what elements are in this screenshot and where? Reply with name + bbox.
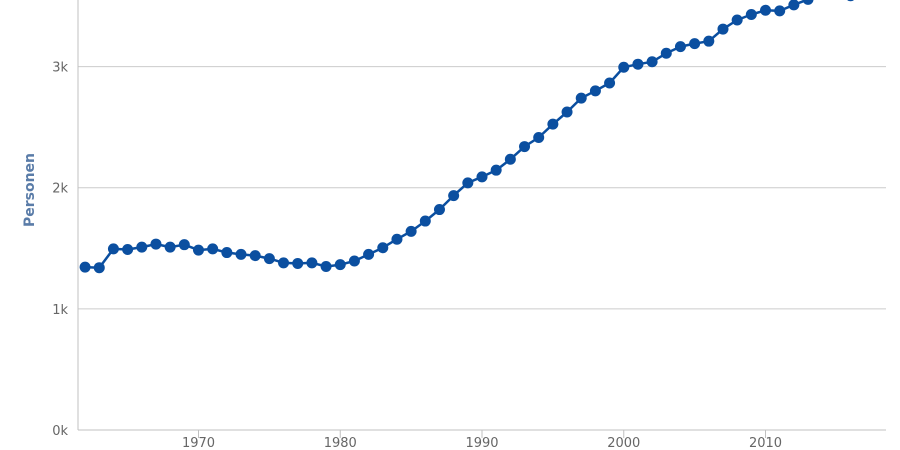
y-tick-label: 1k xyxy=(52,303,68,318)
data-point[interactable] xyxy=(79,261,91,273)
data-point[interactable] xyxy=(150,238,162,250)
data-point[interactable] xyxy=(107,243,119,255)
data-point[interactable] xyxy=(249,250,261,262)
data-point[interactable] xyxy=(788,0,800,11)
data-point[interactable] xyxy=(93,262,105,274)
data-point[interactable] xyxy=(845,0,856,2)
data-point[interactable] xyxy=(760,4,772,16)
data-point[interactable] xyxy=(504,153,516,165)
data-point[interactable] xyxy=(646,56,658,68)
data-point[interactable] xyxy=(178,239,190,251)
data-point[interactable] xyxy=(689,38,701,50)
data-point[interactable] xyxy=(604,77,616,89)
data-point[interactable] xyxy=(192,244,204,256)
grid-lines xyxy=(78,66,886,310)
data-point[interactable] xyxy=(122,244,134,256)
data-point[interactable] xyxy=(462,177,474,189)
data-point[interactable] xyxy=(561,106,573,118)
data-point[interactable] xyxy=(164,241,176,253)
data-point[interactable] xyxy=(703,35,715,47)
data-point[interactable] xyxy=(306,257,318,269)
data-point[interactable] xyxy=(207,243,219,255)
data-point[interactable] xyxy=(476,171,488,183)
data-point[interactable] xyxy=(391,233,403,245)
data-point[interactable] xyxy=(278,257,290,269)
y-tick-label: 2k xyxy=(52,182,68,197)
y-tick-label: 0k xyxy=(52,424,68,439)
series-line xyxy=(85,0,810,269)
data-point[interactable] xyxy=(448,190,460,202)
data-point[interactable] xyxy=(533,131,545,143)
data-point[interactable] xyxy=(348,255,360,267)
data-point[interactable] xyxy=(490,164,502,176)
data-point[interactable] xyxy=(377,242,389,254)
x-tick-label: 2000 xyxy=(607,436,640,450)
data-point[interactable] xyxy=(674,41,686,53)
x-tick-label: 1980 xyxy=(324,436,357,450)
data-point[interactable] xyxy=(717,23,729,35)
data-point[interactable] xyxy=(774,5,786,17)
x-tick-label: 1990 xyxy=(465,436,498,450)
data-point[interactable] xyxy=(334,259,346,271)
data-point[interactable] xyxy=(405,225,417,237)
data-point[interactable] xyxy=(136,241,148,253)
x-tick-label: 1970 xyxy=(182,436,215,450)
series-group xyxy=(79,0,856,274)
data-point[interactable] xyxy=(547,118,559,130)
data-point[interactable] xyxy=(802,0,814,5)
data-point[interactable] xyxy=(363,248,375,260)
data-point[interactable] xyxy=(575,92,587,104)
data-point[interactable] xyxy=(263,253,275,265)
data-point[interactable] xyxy=(433,204,445,216)
data-point[interactable] xyxy=(660,47,672,59)
data-point[interactable] xyxy=(632,58,644,70)
data-point[interactable] xyxy=(419,215,431,227)
y-tick-label: 3k xyxy=(52,61,68,76)
y-axis-ticks: 0k 1k 2k 3k xyxy=(52,61,68,439)
data-point[interactable] xyxy=(221,247,233,259)
data-point[interactable] xyxy=(292,257,304,269)
data-point[interactable] xyxy=(745,9,757,21)
data-point[interactable] xyxy=(589,85,601,97)
x-tick-label: 2010 xyxy=(749,436,782,450)
data-point[interactable] xyxy=(618,61,630,73)
data-point[interactable] xyxy=(731,14,743,26)
y-axis-label: Personen xyxy=(22,153,38,227)
data-point[interactable] xyxy=(235,248,247,260)
data-point[interactable] xyxy=(320,260,332,272)
x-axis: 1970 1980 1990 2000 2010 xyxy=(77,0,886,450)
data-point[interactable] xyxy=(519,141,531,153)
